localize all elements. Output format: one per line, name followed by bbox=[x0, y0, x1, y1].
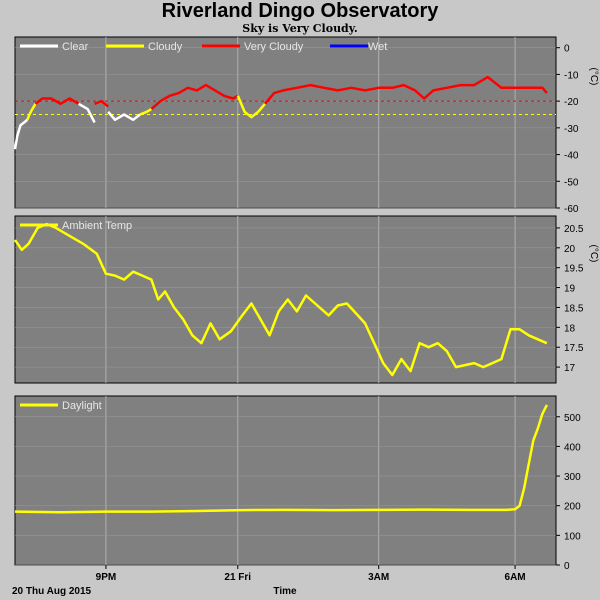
x-tick-label: 9PM bbox=[96, 572, 117, 583]
y-tick-label: 0 bbox=[564, 44, 570, 55]
series-line-very-cloudy bbox=[150, 83, 239, 111]
x-axis-label: Time bbox=[273, 586, 297, 597]
page-subtitle: Sky is Very Cloudy. bbox=[242, 22, 358, 35]
legend-label: Very Cloudy bbox=[244, 41, 304, 53]
y-tick-label: 0 bbox=[564, 561, 570, 572]
series-line-very-cloudy bbox=[34, 97, 80, 106]
series-line-clear bbox=[13, 118, 29, 150]
plot-area bbox=[14, 395, 557, 566]
y-tick-label: 18.5 bbox=[564, 303, 584, 314]
y-tick-label: 500 bbox=[564, 413, 581, 424]
panel-ambient: 20.5 20 19.5 19 18.5 18 17.5 17 (°C) Ambient Temp bbox=[13, 215, 599, 384]
legend-label: Wet bbox=[368, 41, 387, 53]
y-axis-unit: (°C) bbox=[588, 245, 599, 263]
series-line-clear bbox=[77, 102, 96, 124]
y-tick-label: -40 bbox=[564, 151, 579, 162]
plot-area bbox=[14, 215, 557, 384]
legend-label: Cloudy bbox=[148, 41, 183, 53]
series-line-cloudy bbox=[236, 95, 266, 119]
y-tick-label: 19.5 bbox=[564, 264, 584, 275]
legend-label: Clear bbox=[62, 41, 89, 53]
y-tick-label: -10 bbox=[564, 70, 579, 81]
y-tick-label: -60 bbox=[564, 204, 579, 215]
y-tick-label: 18 bbox=[564, 323, 576, 334]
y-tick-label: -20 bbox=[564, 97, 579, 108]
y-tick-label: 200 bbox=[564, 502, 581, 513]
legend-label: Daylight bbox=[62, 400, 102, 412]
series-line-very-cloudy bbox=[264, 75, 548, 105]
series-line-cloudy bbox=[26, 103, 37, 121]
y-tick-label: 17 bbox=[564, 363, 576, 374]
panel-daylight: 500 400 300 200 100 0 Daylight bbox=[14, 395, 581, 572]
x-tick-label: 3AM bbox=[368, 572, 389, 583]
y-tick-label: 400 bbox=[564, 442, 581, 453]
series-line-cloudy bbox=[139, 108, 153, 116]
series-line-very-cloudy bbox=[94, 99, 109, 108]
x-tick-label: 6AM bbox=[505, 572, 526, 583]
start-date-label: 20 Thu Aug 2015 bbox=[12, 586, 92, 597]
y-tick-label: 19 bbox=[564, 284, 576, 295]
y-tick-label: -50 bbox=[564, 177, 579, 188]
legend-label: Ambient Temp bbox=[62, 220, 132, 232]
panel-sky: 0 -10 -20 -30 -40 -50 -60 (°C) Clear Cloudy Very C… bbox=[13, 36, 599, 215]
plot-area bbox=[14, 36, 557, 209]
y-tick-label: 20.5 bbox=[564, 224, 584, 235]
y-tick-label: 100 bbox=[564, 531, 581, 542]
y-tick-label: 17.5 bbox=[564, 343, 584, 354]
series-line-ambient-temp bbox=[13, 222, 548, 377]
series-line-daylight bbox=[14, 404, 549, 514]
series-line-clear bbox=[107, 110, 141, 122]
y-axis-unit: (°C) bbox=[588, 68, 599, 86]
x-tick-label: 21 Fri bbox=[224, 572, 251, 583]
page-title: Riverland Dingo Observatory bbox=[161, 0, 439, 22]
y-tick-label: 300 bbox=[564, 472, 581, 483]
y-tick-label: 20 bbox=[564, 244, 576, 255]
y-tick-label: -30 bbox=[564, 124, 579, 135]
